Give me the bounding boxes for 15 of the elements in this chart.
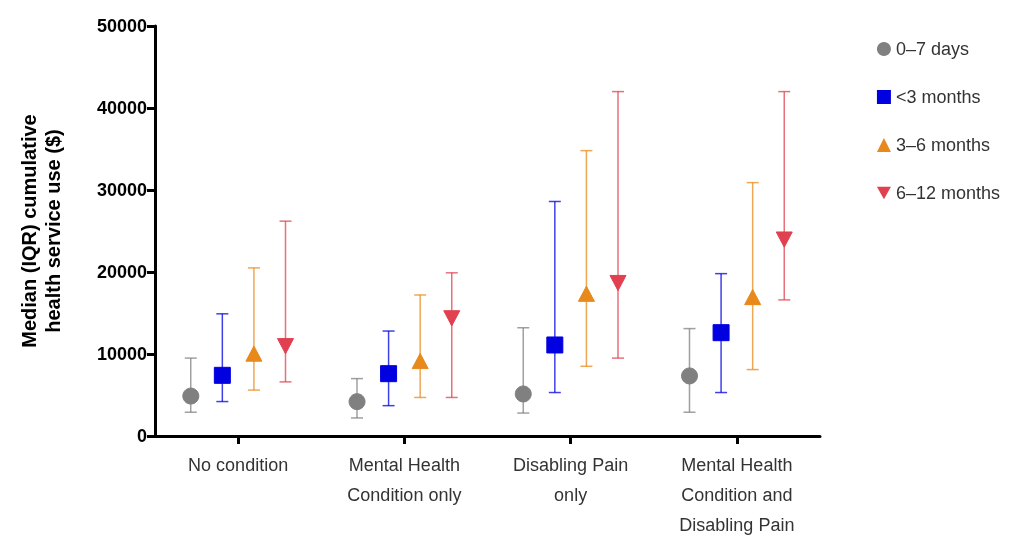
y-tick-label: 40000 (96, 98, 147, 118)
x-tick-label: No condition (188, 455, 289, 475)
y-tick-label: 50000 (96, 16, 147, 36)
y-tick-label: 20000 (96, 262, 147, 282)
x-tick-label: Mental Health Condition and Disabling Pain (679, 455, 795, 535)
legend-label: 0–7 days (895, 39, 969, 59)
x-tick-label: Disabling Pain only (513, 455, 629, 505)
legend-label: <3 months (895, 87, 981, 107)
x-tick-label: Mental Health Condition only (347, 455, 462, 505)
y-tick-label: 0 (136, 426, 147, 446)
legend-label: 3–6 months (895, 135, 990, 155)
y-axis-title: Median (IQR) cumulative health service use ($) (18, 114, 64, 348)
legend-label: 6–12 months (895, 183, 1001, 203)
y-tick-label: 10000 (96, 344, 147, 364)
y-tick-label: 30000 (96, 180, 147, 200)
